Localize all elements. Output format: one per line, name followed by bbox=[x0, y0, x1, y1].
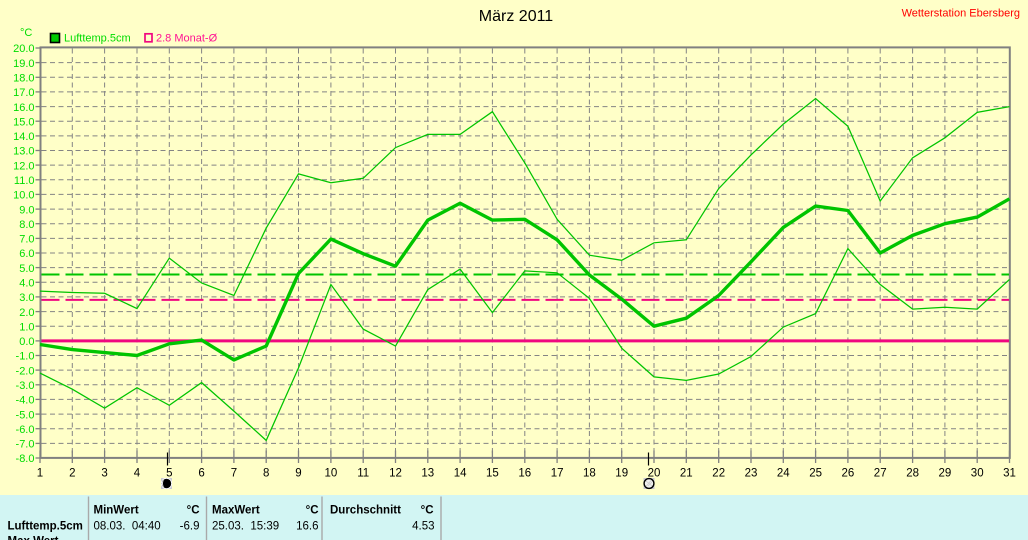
svg-text:24: 24 bbox=[777, 468, 790, 480]
svg-text:9: 9 bbox=[295, 468, 301, 480]
svg-text:°C: °C bbox=[306, 505, 319, 517]
svg-text:Durchschnitt: Durchschnitt bbox=[330, 505, 401, 517]
svg-text:°C: °C bbox=[421, 505, 434, 517]
svg-text:März 2011: März 2011 bbox=[479, 8, 554, 25]
svg-text:Lufttemp.5cm: Lufttemp.5cm bbox=[8, 521, 83, 533]
svg-text:23: 23 bbox=[745, 468, 758, 480]
svg-text:10: 10 bbox=[325, 468, 338, 480]
svg-text:0.0: 0.0 bbox=[19, 336, 34, 348]
svg-text:6.0: 6.0 bbox=[19, 248, 34, 260]
svg-text:16.6: 16.6 bbox=[296, 521, 318, 533]
svg-text:22: 22 bbox=[712, 468, 725, 480]
svg-text:8.0: 8.0 bbox=[19, 219, 34, 231]
svg-text:19.0: 19.0 bbox=[13, 58, 34, 70]
svg-text:7: 7 bbox=[231, 468, 237, 480]
svg-text:15.0: 15.0 bbox=[13, 116, 34, 128]
svg-text:3.0: 3.0 bbox=[19, 292, 34, 304]
svg-text:4.0: 4.0 bbox=[19, 278, 34, 290]
svg-text:7.0: 7.0 bbox=[19, 234, 34, 246]
svg-text:11.0: 11.0 bbox=[14, 175, 35, 187]
svg-text:17: 17 bbox=[551, 468, 564, 480]
svg-text:14.0: 14.0 bbox=[13, 131, 34, 143]
svg-text:6: 6 bbox=[198, 468, 204, 480]
svg-text:25.03. 15:39: 25.03. 15:39 bbox=[212, 521, 279, 533]
svg-text:20.0: 20.0 bbox=[13, 43, 34, 55]
svg-text:-5.0: -5.0 bbox=[16, 409, 35, 421]
svg-text:31: 31 bbox=[1003, 468, 1016, 480]
svg-text:MinWert: MinWert bbox=[94, 505, 139, 517]
svg-text:2: 2 bbox=[69, 468, 75, 480]
svg-text:16: 16 bbox=[518, 468, 531, 480]
svg-text:5.0: 5.0 bbox=[19, 263, 34, 275]
svg-text:18: 18 bbox=[583, 468, 596, 480]
svg-text:-4.0: -4.0 bbox=[16, 395, 35, 407]
svg-text:13.0: 13.0 bbox=[13, 146, 34, 158]
svg-text:°C: °C bbox=[20, 27, 32, 39]
svg-text:12.0: 12.0 bbox=[13, 160, 34, 172]
svg-text:2.8 Monat-Ø: 2.8 Monat-Ø bbox=[156, 33, 218, 45]
svg-text:28: 28 bbox=[906, 468, 919, 480]
svg-text:Max.Wert: Max.Wert bbox=[8, 536, 59, 540]
svg-text:26: 26 bbox=[842, 468, 855, 480]
svg-text:5: 5 bbox=[166, 468, 172, 480]
svg-text:-6.0: -6.0 bbox=[16, 424, 35, 436]
svg-text:-2.0: -2.0 bbox=[16, 365, 35, 377]
svg-text:18.0: 18.0 bbox=[13, 73, 34, 85]
svg-text:8: 8 bbox=[263, 468, 269, 480]
svg-text:17.0: 17.0 bbox=[13, 87, 34, 99]
svg-text:4: 4 bbox=[134, 468, 141, 480]
svg-text:13: 13 bbox=[421, 468, 434, 480]
svg-text:9.0: 9.0 bbox=[19, 204, 34, 216]
svg-text:21: 21 bbox=[680, 468, 693, 480]
svg-text:Wetterstation Ebersberg: Wetterstation Ebersberg bbox=[902, 8, 1020, 20]
svg-text:11: 11 bbox=[357, 468, 369, 480]
svg-text:15: 15 bbox=[486, 468, 499, 480]
svg-text:-1.0: -1.0 bbox=[16, 351, 35, 363]
svg-text:-6.9: -6.9 bbox=[180, 521, 200, 533]
svg-text:08.03. 04:40: 08.03. 04:40 bbox=[94, 521, 161, 533]
svg-text:MaxWert: MaxWert bbox=[212, 505, 260, 517]
svg-text:1.0: 1.0 bbox=[19, 321, 34, 333]
svg-text:16.0: 16.0 bbox=[13, 102, 34, 114]
svg-text:29: 29 bbox=[939, 468, 952, 480]
svg-text:10.0: 10.0 bbox=[13, 190, 34, 202]
svg-text:-8.0: -8.0 bbox=[16, 453, 35, 465]
svg-text:20: 20 bbox=[648, 468, 661, 480]
svg-text:°C: °C bbox=[187, 505, 200, 517]
svg-text:-3.0: -3.0 bbox=[16, 380, 35, 392]
svg-text:30: 30 bbox=[971, 468, 984, 480]
svg-text:25: 25 bbox=[809, 468, 822, 480]
svg-text:27: 27 bbox=[874, 468, 887, 480]
svg-text:14: 14 bbox=[454, 468, 467, 480]
svg-text:19: 19 bbox=[615, 468, 628, 480]
svg-text:3: 3 bbox=[101, 468, 107, 480]
svg-text:12: 12 bbox=[389, 468, 402, 480]
svg-text:1: 1 bbox=[37, 468, 43, 480]
svg-text:2.0: 2.0 bbox=[19, 307, 34, 319]
svg-text:4.53: 4.53 bbox=[412, 521, 434, 533]
svg-text:-7.0: -7.0 bbox=[16, 439, 35, 451]
svg-text:Lufttemp.5cm: Lufttemp.5cm bbox=[64, 33, 131, 45]
